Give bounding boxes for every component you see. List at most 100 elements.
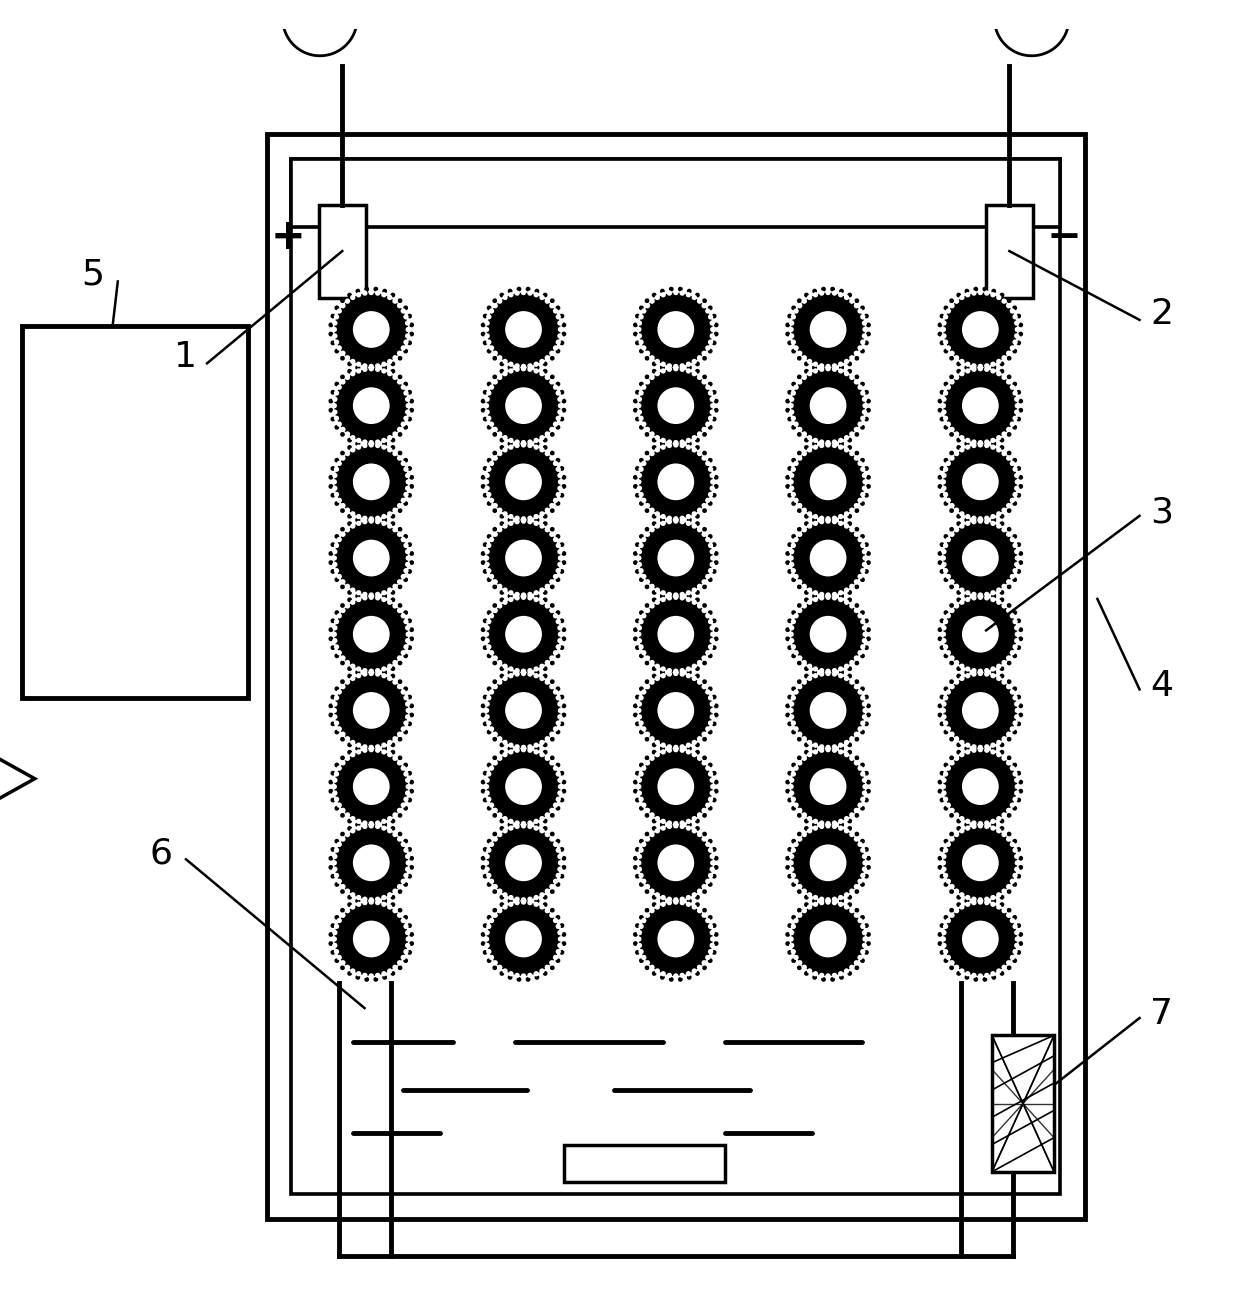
Circle shape [661, 895, 666, 900]
Circle shape [381, 292, 387, 297]
Circle shape [1007, 508, 1012, 514]
Circle shape [381, 825, 387, 831]
Circle shape [973, 367, 978, 372]
Circle shape [373, 896, 378, 901]
Circle shape [996, 664, 1002, 669]
Circle shape [407, 798, 412, 803]
Circle shape [789, 866, 795, 872]
Circle shape [960, 447, 965, 453]
Circle shape [639, 501, 644, 506]
Circle shape [335, 826, 408, 900]
Circle shape [862, 790, 867, 795]
Circle shape [1018, 407, 1023, 412]
Circle shape [668, 820, 673, 825]
Circle shape [973, 597, 978, 601]
Circle shape [381, 901, 387, 907]
Circle shape [639, 654, 644, 659]
Circle shape [696, 903, 699, 907]
Circle shape [639, 619, 644, 624]
Circle shape [543, 598, 548, 602]
Circle shape [502, 434, 507, 440]
Circle shape [485, 320, 490, 326]
Circle shape [645, 732, 650, 737]
Circle shape [1002, 355, 1007, 361]
Circle shape [1017, 314, 1021, 319]
Circle shape [954, 888, 960, 894]
Circle shape [556, 467, 560, 472]
Circle shape [368, 519, 374, 524]
Circle shape [557, 715, 563, 720]
Circle shape [345, 355, 350, 361]
Circle shape [401, 842, 405, 847]
Circle shape [332, 485, 337, 492]
Circle shape [336, 689, 342, 695]
Circle shape [556, 306, 560, 310]
Circle shape [944, 610, 949, 615]
Circle shape [973, 668, 978, 672]
Circle shape [971, 672, 977, 677]
Circle shape [794, 309, 799, 314]
Circle shape [403, 610, 408, 615]
Circle shape [641, 613, 646, 619]
Circle shape [657, 920, 694, 958]
Circle shape [812, 895, 818, 900]
Circle shape [708, 763, 713, 768]
Text: 2: 2 [1151, 297, 1173, 331]
Circle shape [556, 534, 560, 538]
Circle shape [497, 355, 502, 361]
Circle shape [667, 672, 672, 677]
Circle shape [686, 368, 691, 374]
Circle shape [639, 686, 644, 691]
Circle shape [991, 362, 996, 367]
Circle shape [331, 314, 335, 319]
Circle shape [639, 568, 644, 573]
Circle shape [849, 603, 854, 608]
Circle shape [340, 655, 346, 660]
Circle shape [356, 590, 361, 595]
Circle shape [857, 345, 863, 350]
Circle shape [356, 673, 361, 678]
Circle shape [405, 479, 410, 485]
Circle shape [362, 747, 367, 752]
Circle shape [557, 790, 563, 795]
Circle shape [639, 901, 713, 975]
Circle shape [521, 363, 526, 370]
Circle shape [635, 798, 640, 803]
Circle shape [558, 936, 563, 942]
Circle shape [508, 362, 513, 367]
Circle shape [702, 965, 707, 970]
Circle shape [854, 585, 859, 589]
Circle shape [821, 825, 826, 829]
Circle shape [637, 777, 642, 783]
Circle shape [832, 367, 837, 372]
Circle shape [708, 914, 713, 920]
Circle shape [673, 744, 678, 750]
Circle shape [839, 594, 844, 599]
Circle shape [362, 672, 367, 677]
Circle shape [838, 292, 843, 297]
Circle shape [861, 720, 866, 726]
Circle shape [862, 333, 867, 339]
Circle shape [403, 949, 409, 955]
Circle shape [667, 896, 672, 901]
Circle shape [789, 473, 795, 479]
Circle shape [838, 362, 843, 367]
Circle shape [562, 779, 567, 785]
Circle shape [787, 770, 792, 776]
Circle shape [356, 518, 361, 523]
Circle shape [534, 289, 539, 293]
Circle shape [517, 520, 521, 525]
Circle shape [831, 597, 835, 601]
Circle shape [714, 475, 719, 480]
Circle shape [492, 890, 497, 894]
Circle shape [678, 668, 683, 672]
Circle shape [485, 473, 490, 479]
Circle shape [373, 901, 378, 905]
Circle shape [485, 853, 490, 859]
Circle shape [818, 591, 825, 597]
Circle shape [937, 407, 942, 412]
Circle shape [808, 615, 847, 654]
Circle shape [1012, 568, 1018, 573]
Circle shape [965, 289, 970, 293]
Circle shape [1017, 874, 1021, 878]
